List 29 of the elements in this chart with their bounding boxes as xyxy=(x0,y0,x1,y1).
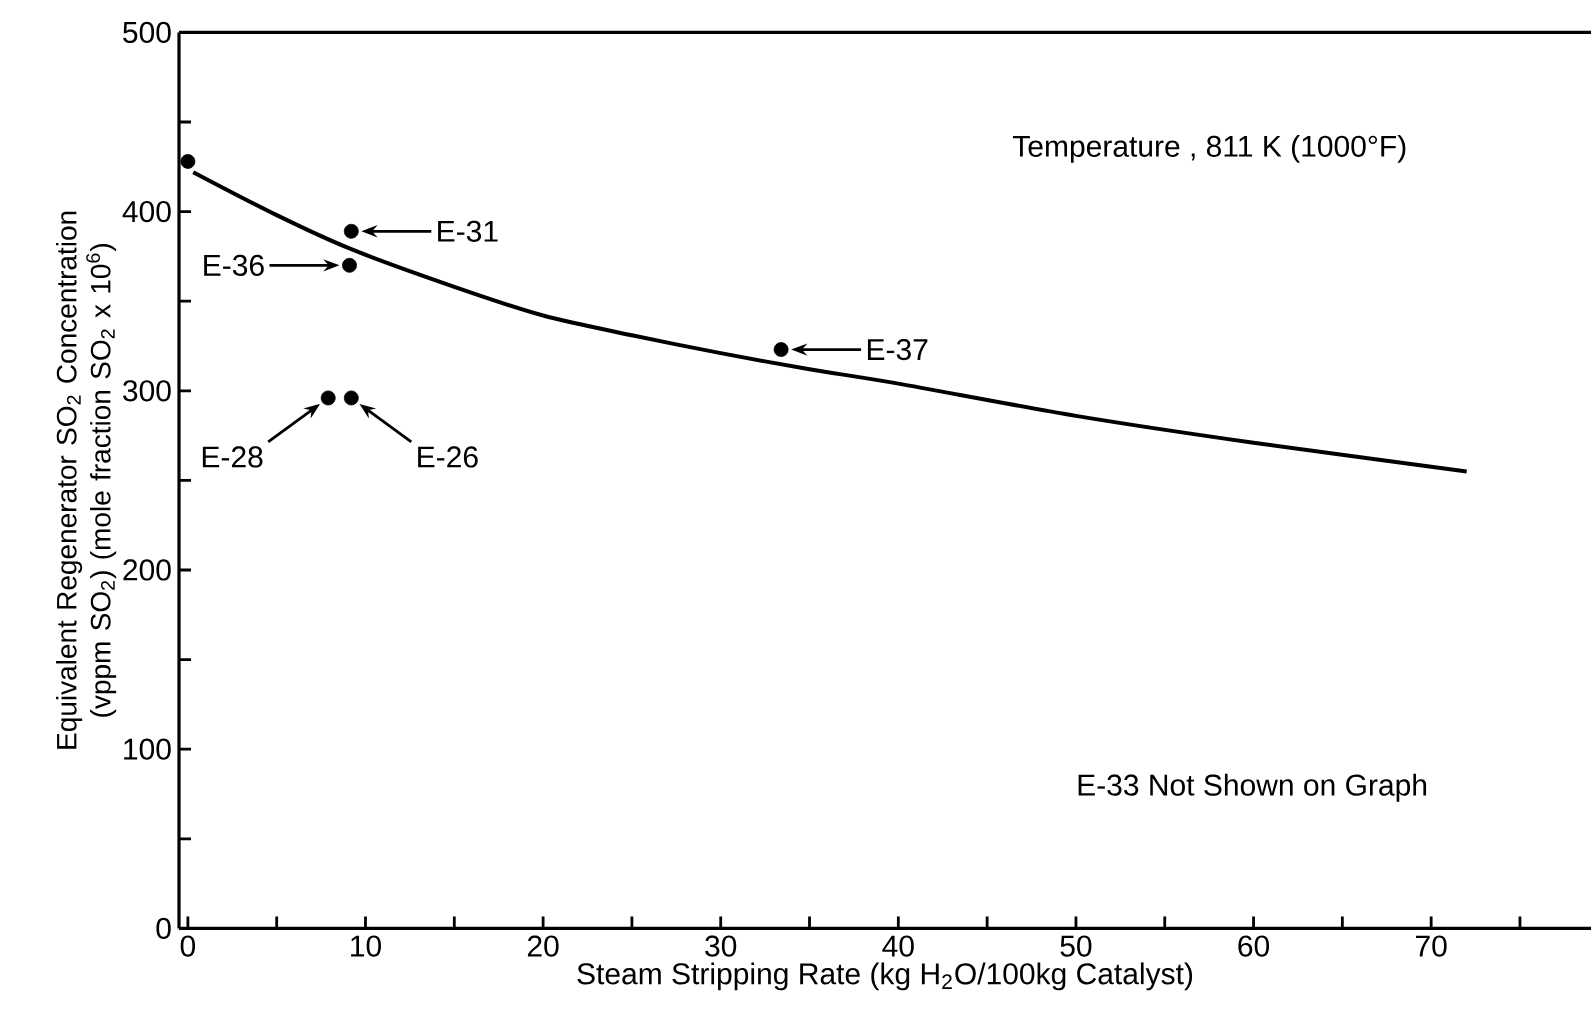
annotation: E-37 xyxy=(867,338,928,361)
x-tick-label: 30 xyxy=(705,935,737,957)
y-tick-label: 300 xyxy=(123,380,171,402)
point xyxy=(773,342,789,357)
x-tick-label: 70 xyxy=(1416,935,1447,957)
y-tick-label: 0 xyxy=(156,917,171,939)
y-tick-label: 500 xyxy=(123,21,171,43)
annotation: E-26 xyxy=(418,446,478,468)
x-tick-label: 10 xyxy=(351,935,381,957)
point xyxy=(180,154,196,169)
annotation: Temperature , 811 K (1000°F) xyxy=(1012,134,1406,163)
y-tick-label: 200 xyxy=(123,559,171,581)
y-tick-label: 400 xyxy=(122,200,171,223)
annotation: E-31 xyxy=(438,220,498,242)
x-tick-label: 20 xyxy=(527,935,559,957)
y-tick-label: 100 xyxy=(124,738,171,760)
annotation: E-28 xyxy=(202,446,263,468)
point xyxy=(343,223,359,239)
annotation: E-33 Not Shown on Graph xyxy=(1078,773,1427,802)
x-tick-label: 40 xyxy=(882,935,914,957)
x-tick-label: 50 xyxy=(1060,935,1092,957)
line-series xyxy=(191,170,1469,474)
x-tick-label: 60 xyxy=(1238,935,1270,957)
x-tick-label: 0 xyxy=(180,935,196,957)
x-axis-title: Steam Stripping Rate (kg H$_{2}$O/100kg Catalyst) xyxy=(577,962,1193,991)
annotation: E-36 xyxy=(204,254,264,276)
point xyxy=(320,390,336,406)
point xyxy=(342,257,357,273)
point xyxy=(343,390,359,406)
